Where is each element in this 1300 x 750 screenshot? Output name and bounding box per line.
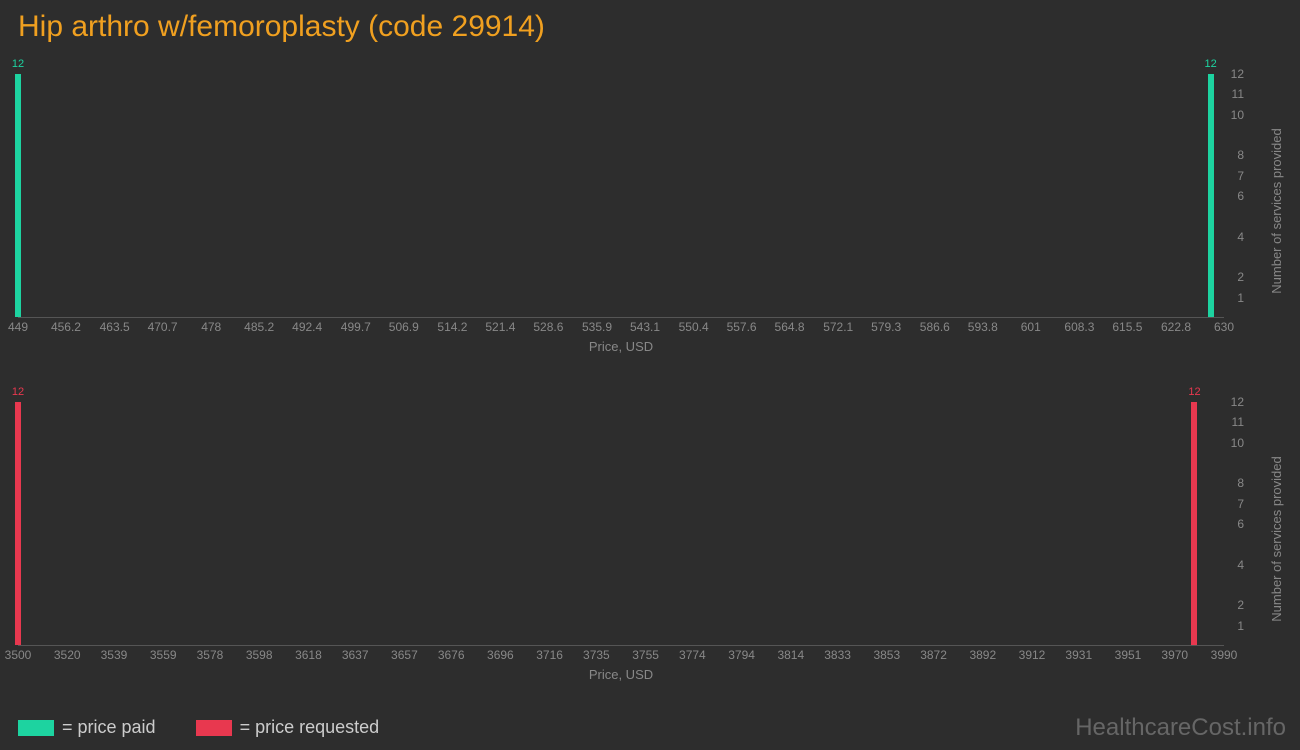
legend-item-requested: = price requested	[196, 717, 380, 738]
y-tick: 2	[1237, 270, 1244, 284]
x-tick: 630	[1214, 320, 1234, 334]
x-tick: 449	[8, 320, 28, 334]
y-tick: 8	[1237, 476, 1244, 490]
x-tick: 593.8	[968, 320, 998, 334]
x-tick: 3716	[536, 648, 563, 662]
x-tick: 3539	[101, 648, 128, 662]
y-tick: 4	[1237, 230, 1244, 244]
legend-item-paid: = price paid	[18, 717, 156, 738]
x-tick: 3990	[1211, 648, 1238, 662]
bar: 12	[15, 74, 21, 317]
x-tick: 3520	[54, 648, 81, 662]
bar: 12	[1208, 74, 1214, 317]
bar-label: 12	[12, 386, 24, 398]
x-ticks-top: 449456.2463.5470.7478485.2492.4499.7506.…	[18, 320, 1224, 334]
x-tick: 3853	[873, 648, 900, 662]
y-tick: 7	[1237, 497, 1244, 511]
chart-top: 1212 124678101112 Number of services pro…	[18, 56, 1282, 366]
x-tick: 3696	[487, 648, 514, 662]
x-tick: 550.4	[679, 320, 709, 334]
y-tick: 6	[1237, 517, 1244, 531]
bar: 12	[1191, 402, 1197, 645]
y-tick: 12	[1231, 395, 1244, 409]
x-tick: 3657	[391, 648, 418, 662]
x-tick: 3912	[1019, 648, 1046, 662]
x-tick: 3951	[1115, 648, 1142, 662]
x-tick: 3559	[150, 648, 177, 662]
y-tick: 1	[1237, 619, 1244, 633]
x-axis-label-bottom: Price, USD	[18, 667, 1224, 682]
y-tick: 1	[1237, 291, 1244, 305]
x-tick: 3598	[246, 648, 273, 662]
x-tick: 3500	[5, 648, 32, 662]
x-tick: 514.2	[437, 320, 467, 334]
y-tick: 8	[1237, 148, 1244, 162]
plot-area-top: 12 12	[18, 74, 1224, 318]
x-tick: 608.3	[1064, 320, 1094, 334]
bar-label: 12	[12, 58, 24, 70]
x-tick: 506.9	[389, 320, 419, 334]
x-tick: 572.1	[823, 320, 853, 334]
x-tick: 535.9	[582, 320, 612, 334]
x-tick: 3931	[1065, 648, 1092, 662]
x-tick: 557.6	[727, 320, 757, 334]
y-axis-label-bottom: Number of services provided	[1269, 456, 1284, 621]
x-tick: 478	[201, 320, 221, 334]
y-tick: 4	[1237, 558, 1244, 572]
x-tick: 3578	[197, 648, 224, 662]
y-tick: 2	[1237, 598, 1244, 612]
x-axis-label-top: Price, USD	[18, 339, 1224, 354]
x-tick: 456.2	[51, 320, 81, 334]
x-tick: 586.6	[920, 320, 950, 334]
x-ticks-bottom: 3500352035393559357835983618363736573676…	[18, 648, 1224, 662]
legend: = price paid = price requested	[18, 717, 379, 738]
x-tick: 3892	[969, 648, 996, 662]
x-tick: 543.1	[630, 320, 660, 334]
y-axis-label-top: Number of services provided	[1269, 128, 1284, 293]
bar-label: 12	[1205, 58, 1217, 70]
x-tick: 579.3	[871, 320, 901, 334]
legend-label-requested: = price requested	[240, 717, 380, 738]
x-tick: 601	[1021, 320, 1041, 334]
y-tick: 11	[1232, 415, 1244, 429]
x-tick: 3755	[632, 648, 659, 662]
x-tick: 485.2	[244, 320, 274, 334]
y-tick: 12	[1231, 67, 1244, 81]
x-tick: 3618	[295, 648, 322, 662]
x-tick: 564.8	[775, 320, 805, 334]
chart-bottom: 1212 124678101112 Number of services pro…	[18, 384, 1282, 694]
x-tick: 3637	[342, 648, 369, 662]
plot-area-bottom: 12 12	[18, 402, 1224, 646]
y-tick: 6	[1237, 189, 1244, 203]
x-tick: 499.7	[341, 320, 371, 334]
y-tick: 10	[1231, 436, 1244, 450]
chart-title: Hip arthro w/femoroplasty (code 29914)	[18, 10, 1282, 44]
x-tick: 3735	[583, 648, 610, 662]
x-tick: 3794	[728, 648, 755, 662]
x-tick: 463.5	[100, 320, 130, 334]
bar: 12	[15, 402, 21, 645]
x-tick: 3774	[679, 648, 706, 662]
swatch-paid	[18, 720, 54, 736]
x-tick: 492.4	[292, 320, 322, 334]
bar-label: 12	[1188, 386, 1200, 398]
x-tick: 622.8	[1161, 320, 1191, 334]
y-tick: 10	[1231, 108, 1244, 122]
x-tick: 3814	[777, 648, 804, 662]
x-tick: 3970	[1161, 648, 1188, 662]
x-tick: 470.7	[148, 320, 178, 334]
watermark: HealthcareCost.info	[1075, 714, 1286, 742]
x-tick: 615.5	[1112, 320, 1142, 334]
x-tick: 3872	[920, 648, 947, 662]
swatch-requested	[196, 720, 232, 736]
x-tick: 3676	[438, 648, 465, 662]
y-tick: 11	[1232, 87, 1244, 101]
legend-label-paid: = price paid	[62, 717, 156, 738]
x-tick: 521.4	[485, 320, 515, 334]
y-tick: 7	[1237, 169, 1244, 183]
x-tick: 528.6	[533, 320, 563, 334]
x-tick: 3833	[824, 648, 851, 662]
